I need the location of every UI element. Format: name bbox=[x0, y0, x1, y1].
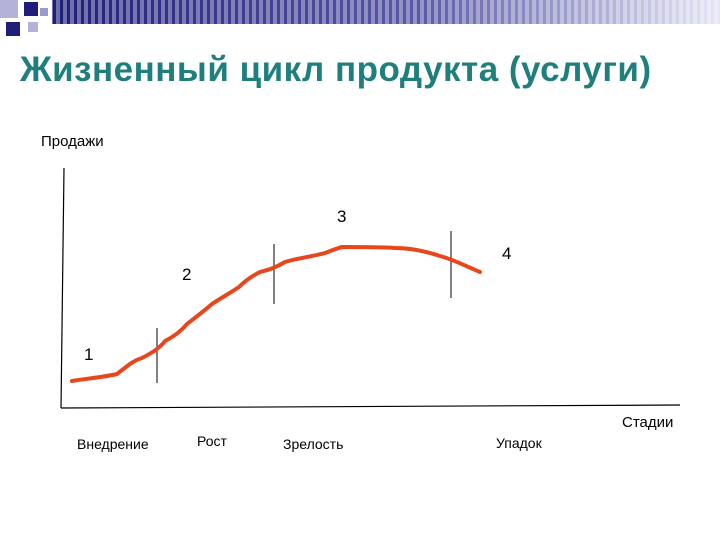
stage-number-3: 3 bbox=[337, 207, 347, 226]
slide-title: Жизненный цикл продукта (услуги) bbox=[20, 50, 652, 89]
stage-number-2: 2 bbox=[182, 265, 192, 284]
stage-name-intro: Внедрение bbox=[77, 436, 149, 452]
stage-number-4: 4 bbox=[502, 244, 512, 263]
x-axis bbox=[60, 404, 681, 409]
stage-name-maturity: Зрелость bbox=[283, 436, 344, 452]
y-axis-label: Продажи bbox=[41, 133, 104, 150]
y-axis bbox=[60, 167, 65, 409]
stage-number-1: 1 bbox=[84, 345, 94, 364]
top-decorative-band bbox=[0, 0, 720, 36]
stage-name-growth: Рост bbox=[197, 433, 227, 449]
x-axis-label: Стадии bbox=[622, 414, 674, 431]
sales-curve bbox=[70, 245, 482, 383]
stage-name-decline: Упадок bbox=[496, 435, 542, 451]
